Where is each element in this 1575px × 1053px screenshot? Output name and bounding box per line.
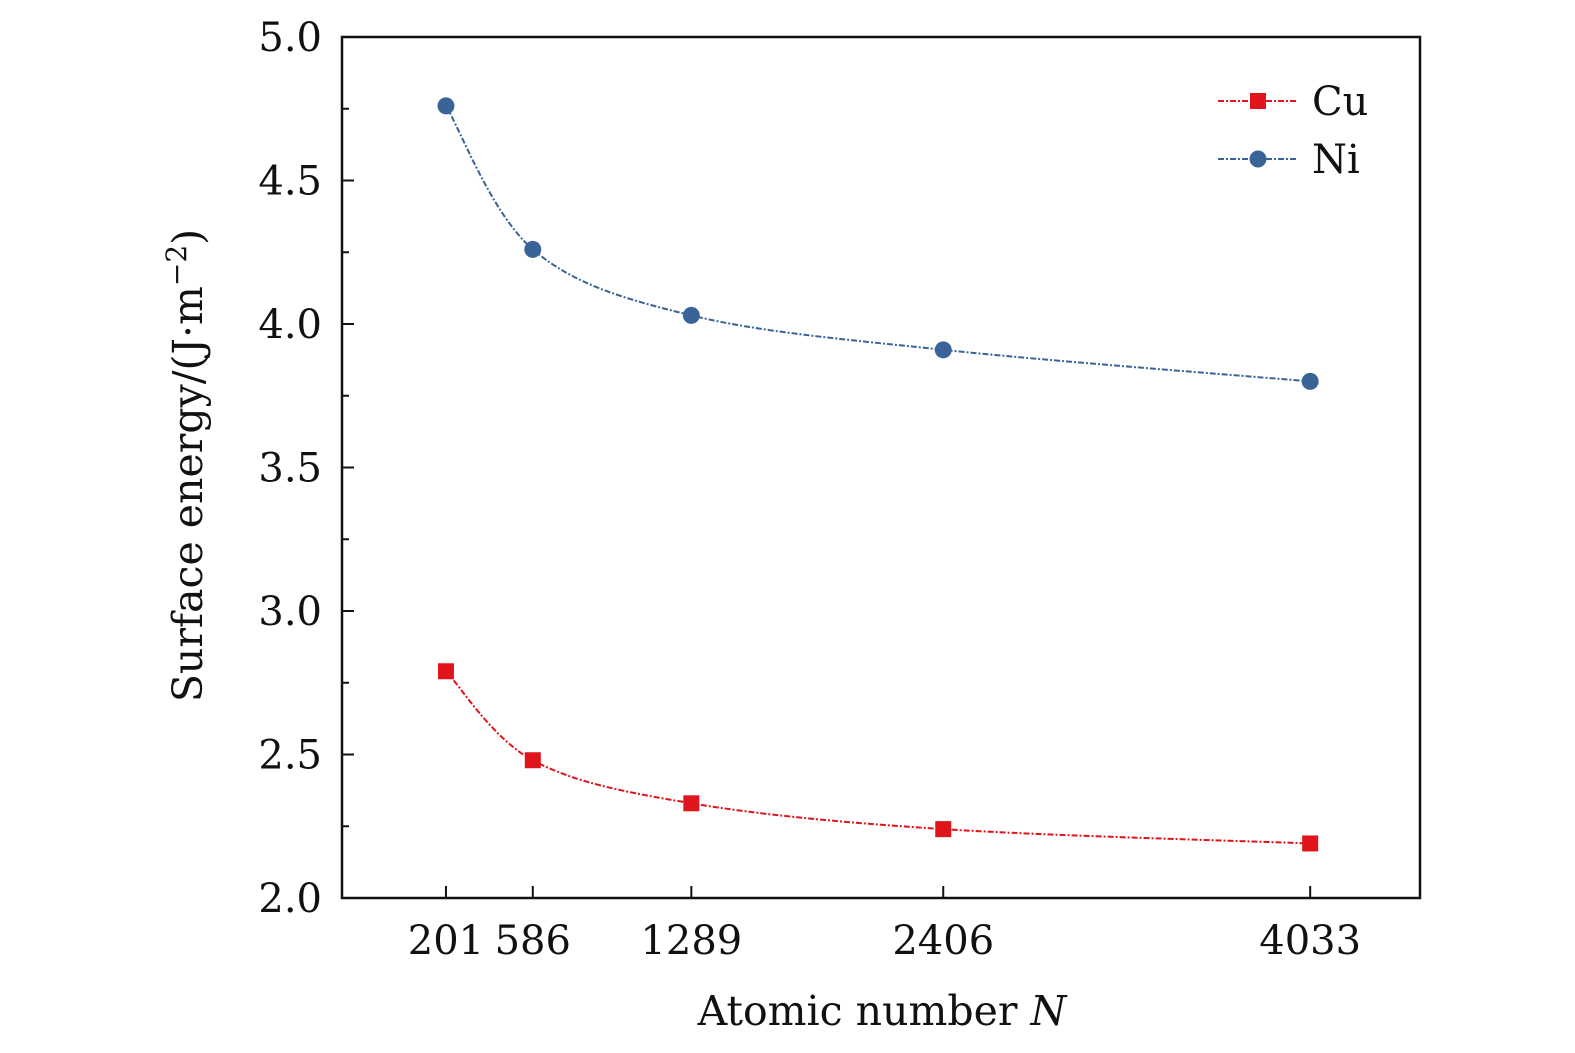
y-axis-title-close: ) [164,229,212,245]
y-axis-title-text: Surface energy/(J·m [164,286,212,702]
x-tick-label: 586 [495,918,571,964]
legend-item-ni: Ni [1218,137,1360,183]
y-tick-label: 3.0 [258,589,322,635]
legend-label-cu: Cu [1312,79,1368,125]
data-point-cu [935,821,952,838]
series-layer [437,97,1319,852]
y-axis-title: Surface energy/(J·m−2) [160,229,212,702]
legend: Cu Ni [1218,79,1368,183]
data-point-ni [524,240,542,258]
y-tick-label: 2.0 [258,876,322,922]
ticks-layer: 2.0 2.5 3.0 3.5 4.0 4.5 5.0 201 586 1289 2406 4033 [258,15,1361,964]
legend-swatch-marker [1249,150,1267,168]
x-tick-label: 1289 [640,918,742,964]
x-tick-label: 201 [408,918,484,964]
x-axis-title-text: Atomic number [697,987,1031,1035]
series-ni-line [445,105,1311,383]
legend-swatch-marker [1250,93,1266,109]
legend-item-cu: Cu [1218,79,1368,125]
data-point-cu [524,752,541,769]
y-tick-label: 4.5 [258,159,322,205]
x-tick-label: 4033 [1259,918,1361,964]
data-point-ni [682,306,700,324]
legend-label-ni: Ni [1312,137,1360,183]
y-tick-label: 5.0 [258,15,322,61]
series-cu [437,663,1319,852]
y-tick-label: 3.5 [258,446,322,492]
x-axis-title-variable: N [1030,987,1069,1035]
data-point-ni [934,341,952,359]
y-tick-label: 4.0 [258,302,322,348]
data-point-ni [1301,372,1319,390]
x-axis-title: Atomic number N [697,987,1069,1035]
x-tick-label: 2406 [892,918,994,964]
data-point-ni [437,97,455,115]
series-cu-line [445,670,1311,845]
data-point-cu [683,795,700,812]
data-point-cu [1302,835,1319,852]
series-ni [437,97,1319,390]
y-tick-label: 2.5 [258,733,322,779]
y-axis-title-exponent: −2 [160,245,193,286]
data-point-cu [437,663,454,680]
